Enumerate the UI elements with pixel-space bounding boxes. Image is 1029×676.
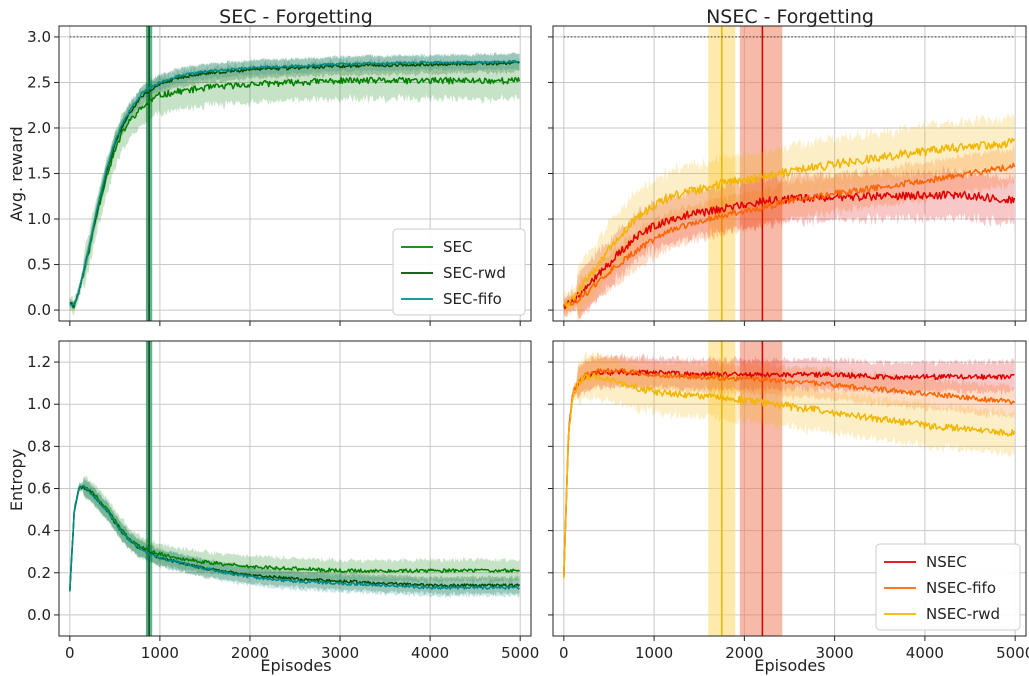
legend-box: [392, 228, 526, 316]
x-tick-label: 1000: [141, 644, 179, 662]
y-tick-label: 1.0: [27, 395, 51, 413]
xlabel-episodes-right: Episodes: [754, 656, 825, 675]
switch-band-stripe: [149, 341, 151, 636]
switch-band-stripe: [145, 341, 147, 636]
legend-label: SEC-rwd: [443, 264, 506, 282]
series-line: [563, 367, 1016, 578]
plot-area: [69, 26, 521, 321]
x-tick-label: 4000: [906, 644, 944, 662]
y-tick-label: 0.0: [27, 301, 51, 319]
legend-label: NSEC-fifo: [926, 579, 996, 597]
x-tick-label: 4000: [411, 644, 449, 662]
x-tick-label: 1000: [635, 644, 673, 662]
y-tick-label: 0.6: [27, 480, 51, 498]
panel-sec-entropy: 0 1000 2000 3000 4000 5000 0.0 0.2 0.4 0.6 0.8 1.0 1…: [27, 340, 539, 662]
x-tick-label: 2000: [725, 644, 763, 662]
y-tick-label: 0.4: [27, 522, 51, 540]
series-line: [563, 137, 1016, 309]
panel-sec-reward: 0.0 0.5 1.0 1.5 2.0 2.5 3.0 SEC SEC-rwd SEC-fifo: [27, 25, 532, 326]
confidence-band: [563, 165, 1015, 320]
x-tick-label: 0: [65, 644, 75, 662]
series-line: [69, 61, 520, 307]
series-line: [69, 485, 521, 592]
y-tick-label: 0.2: [27, 564, 51, 582]
confidence-band: [69, 478, 520, 597]
switch-band-stripe: [147, 26, 149, 321]
plot-area: [563, 341, 1016, 636]
legend: SEC SEC-rwd SEC-fifo: [392, 228, 526, 316]
legend-label: SEC: [443, 238, 472, 256]
series-line: [69, 76, 521, 309]
series-line: [69, 485, 521, 592]
series-line: [69, 59, 520, 307]
y-tick-label: 2.5: [27, 73, 51, 91]
switch-band-stripe: [150, 26, 152, 321]
panel-nsec-reward: [548, 25, 1027, 326]
switch-band-stripe: [146, 341, 148, 636]
y-tick-label: 3.0: [27, 28, 51, 46]
y-tick-label: 1.2: [27, 353, 51, 371]
ylabel-entropy: Entropy: [7, 449, 26, 511]
legend-box: [875, 543, 1021, 631]
x-tick-label: 3000: [816, 644, 854, 662]
confidence-band: [563, 111, 1015, 321]
switch-band-stripe: [145, 26, 147, 321]
switch-band-stripe: [151, 341, 153, 636]
xlabel-episodes-left: Episodes: [260, 656, 331, 675]
x-tick-label: 5000: [501, 644, 539, 662]
series-line: [563, 372, 1016, 578]
series-line: [563, 162, 1016, 309]
legend-label: NSEC-rwd: [926, 605, 1000, 623]
confidence-band: [69, 475, 520, 596]
y-tick-label: 0.8: [27, 437, 51, 455]
x-tick-label: 2000: [231, 644, 269, 662]
plot-area: [69, 341, 521, 636]
x-tick-label: 0: [559, 644, 569, 662]
y-tick-label: 1.0: [27, 210, 51, 228]
x-tick-label: 5000: [996, 644, 1029, 662]
confidence-band: [69, 477, 520, 599]
switch-band-stripe: [146, 26, 148, 321]
title-sec-forgetting: SEC - Forgetting: [219, 6, 373, 28]
switch-band-stripe: [149, 26, 151, 321]
y-tick-label: 2.0: [27, 119, 51, 137]
ylabel-avg-reward: Avg. reward: [7, 126, 26, 221]
y-tick-label: 0.0: [27, 606, 51, 624]
y-tick-label: 1.5: [27, 165, 51, 183]
switch-band: [739, 341, 783, 636]
legend-label: SEC-fifo: [443, 290, 502, 308]
legend-label: NSEC: [926, 553, 967, 571]
confidence-band: [563, 350, 1015, 585]
title-nsec-forgetting: NSEC - Forgetting: [706, 6, 874, 28]
confidence-band: [563, 351, 1015, 584]
switch-band-stripe: [151, 26, 153, 321]
panel-nsec-entropy: 0 1000 2000 3000 4000 5000 NSEC NSEC-fifo NSEC-r…: [548, 340, 1029, 662]
legend: NSEC NSEC-fifo NSEC-rwd: [875, 543, 1021, 631]
switch-band-stripe: [150, 341, 152, 636]
y-tick-label: 0.5: [27, 256, 51, 274]
plot-area: [563, 26, 1016, 321]
switch-band-stripe: [147, 341, 149, 636]
confidence-band: [563, 143, 1015, 321]
x-tick-label: 3000: [321, 644, 359, 662]
